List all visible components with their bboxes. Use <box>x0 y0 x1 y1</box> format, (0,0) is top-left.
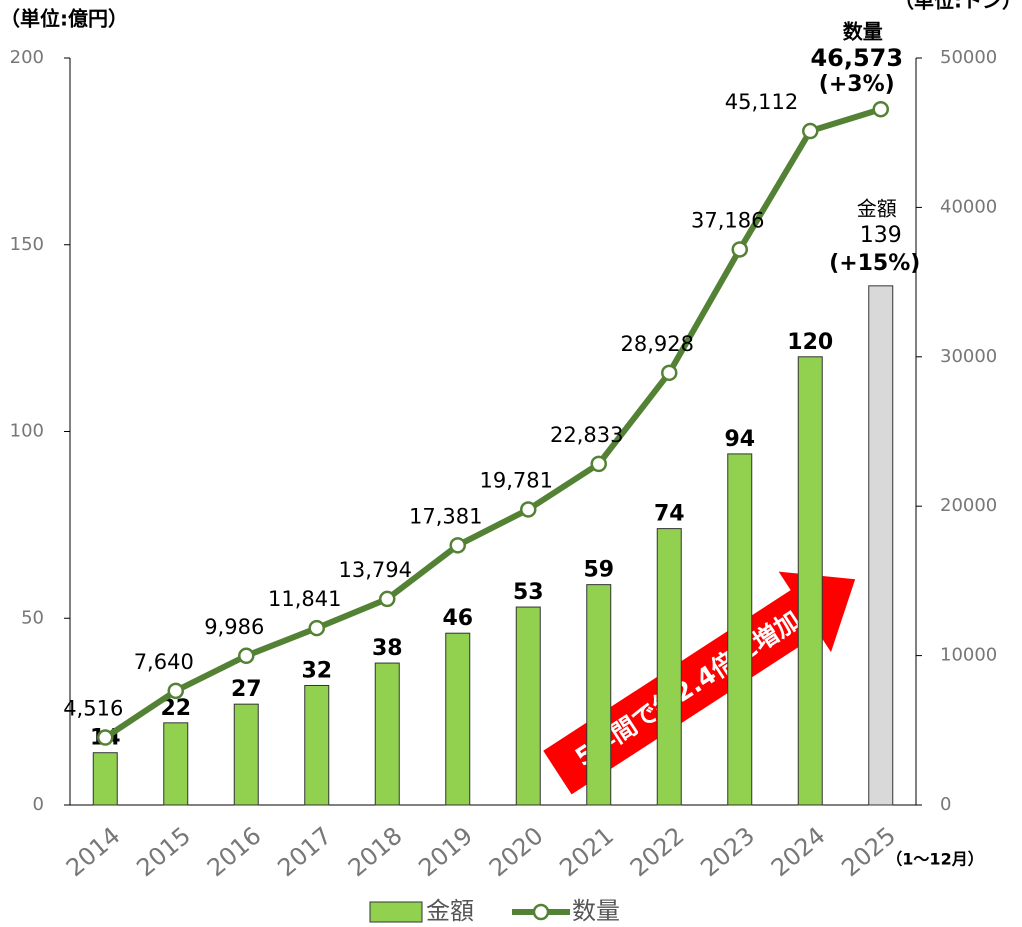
line-annotation: 数量 <box>843 20 883 44</box>
bar-value-label: 53 <box>513 580 544 605</box>
line-value-label: 11,841 <box>268 587 341 611</box>
line-marker <box>661 364 678 382</box>
line-marker <box>590 455 607 473</box>
line-marker <box>802 122 819 140</box>
bar <box>656 528 682 806</box>
y-unit: （単位:億円） <box>0 7 128 31</box>
line-value-label: 13,794 <box>339 558 412 582</box>
bar-value-label: 27 <box>231 677 262 702</box>
legend-marker <box>532 903 550 921</box>
bar-value-label: 32 <box>301 658 332 683</box>
line-value-label: 45,112 <box>725 90 798 114</box>
bar-value-label: 46 <box>442 606 473 631</box>
bar <box>233 703 259 806</box>
line-marker <box>520 501 537 518</box>
x-tick-label: 2021 <box>554 822 619 883</box>
y2-tick-label: 30000 <box>940 346 997 367</box>
y2-tick-label: 20000 <box>940 495 997 516</box>
bar-annotation: 金額 <box>857 196 897 220</box>
bar-value-label: 94 <box>724 427 755 452</box>
line-marker <box>308 619 325 637</box>
x-tick-label: 2017 <box>272 822 337 883</box>
legend-label: 数量 <box>572 897 620 925</box>
line-marker <box>167 682 184 700</box>
x-tick-label: 2019 <box>413 822 478 883</box>
y2-tick-label: 0 <box>940 794 951 815</box>
line-value-label: 9,986 <box>204 615 264 639</box>
line-value-label: 17,381 <box>409 504 482 528</box>
y2-tick-label: 10000 <box>940 645 997 666</box>
bar <box>586 584 612 806</box>
line-value-label: 4,516 <box>63 697 123 721</box>
line-marker <box>872 100 889 118</box>
bar-annotation: (+15%) <box>829 251 920 276</box>
line-annotation: (+3%) <box>819 72 895 97</box>
legend-label: 金額 <box>426 897 474 925</box>
x-tick-label: 2022 <box>625 822 690 883</box>
bar-value-label: 59 <box>583 558 614 583</box>
y-tick-label: 150 <box>10 234 44 255</box>
x-tick-label: 2024 <box>766 822 831 883</box>
bar <box>797 356 823 806</box>
y2-tick-label: 40000 <box>940 196 997 217</box>
line-value-label: 46,573 <box>810 44 903 72</box>
line-marker <box>449 537 466 554</box>
bar <box>163 722 189 806</box>
x-tick-label: 2016 <box>202 822 267 883</box>
y-tick-label: 0 <box>33 794 44 815</box>
y2-unit: （単位:トン） <box>894 0 1022 13</box>
line-value-label: 22,833 <box>550 423 623 447</box>
x-tick-label: 2023 <box>695 822 760 883</box>
line-value-label: 7,640 <box>134 650 194 674</box>
x-tick-label: 2015 <box>131 822 196 883</box>
bar <box>868 285 894 806</box>
line-value-label: 19,781 <box>480 468 553 492</box>
arrow-shape <box>543 571 856 795</box>
bar <box>445 632 471 806</box>
bar-value-label: 120 <box>787 330 833 355</box>
line-value-label: 37,186 <box>691 208 764 232</box>
bar <box>374 662 400 806</box>
y-tick-label: 50 <box>21 607 44 628</box>
bar-value-label: 38 <box>372 636 403 661</box>
x-note: （1～12月） <box>886 850 983 869</box>
y-tick-label: 200 <box>10 47 44 68</box>
bar <box>727 453 753 806</box>
x-tick-label: 2020 <box>484 822 549 883</box>
bar <box>515 606 541 806</box>
line-value-label: 28,928 <box>621 332 694 356</box>
y2-tick-label: 50000 <box>940 47 997 68</box>
line-marker <box>379 590 396 608</box>
y-tick-label: 100 <box>10 421 44 442</box>
bar-value-label: 74 <box>654 502 685 527</box>
line-marker <box>97 729 114 746</box>
line-marker <box>238 647 255 665</box>
legend-swatch <box>369 901 423 923</box>
bar <box>304 684 330 806</box>
x-tick-label: 2014 <box>61 822 126 883</box>
x-tick-label: 2018 <box>343 822 408 883</box>
bar-value-label: 139 <box>860 223 902 248</box>
line-marker <box>731 241 748 258</box>
line <box>103 106 882 741</box>
bar <box>92 752 118 806</box>
